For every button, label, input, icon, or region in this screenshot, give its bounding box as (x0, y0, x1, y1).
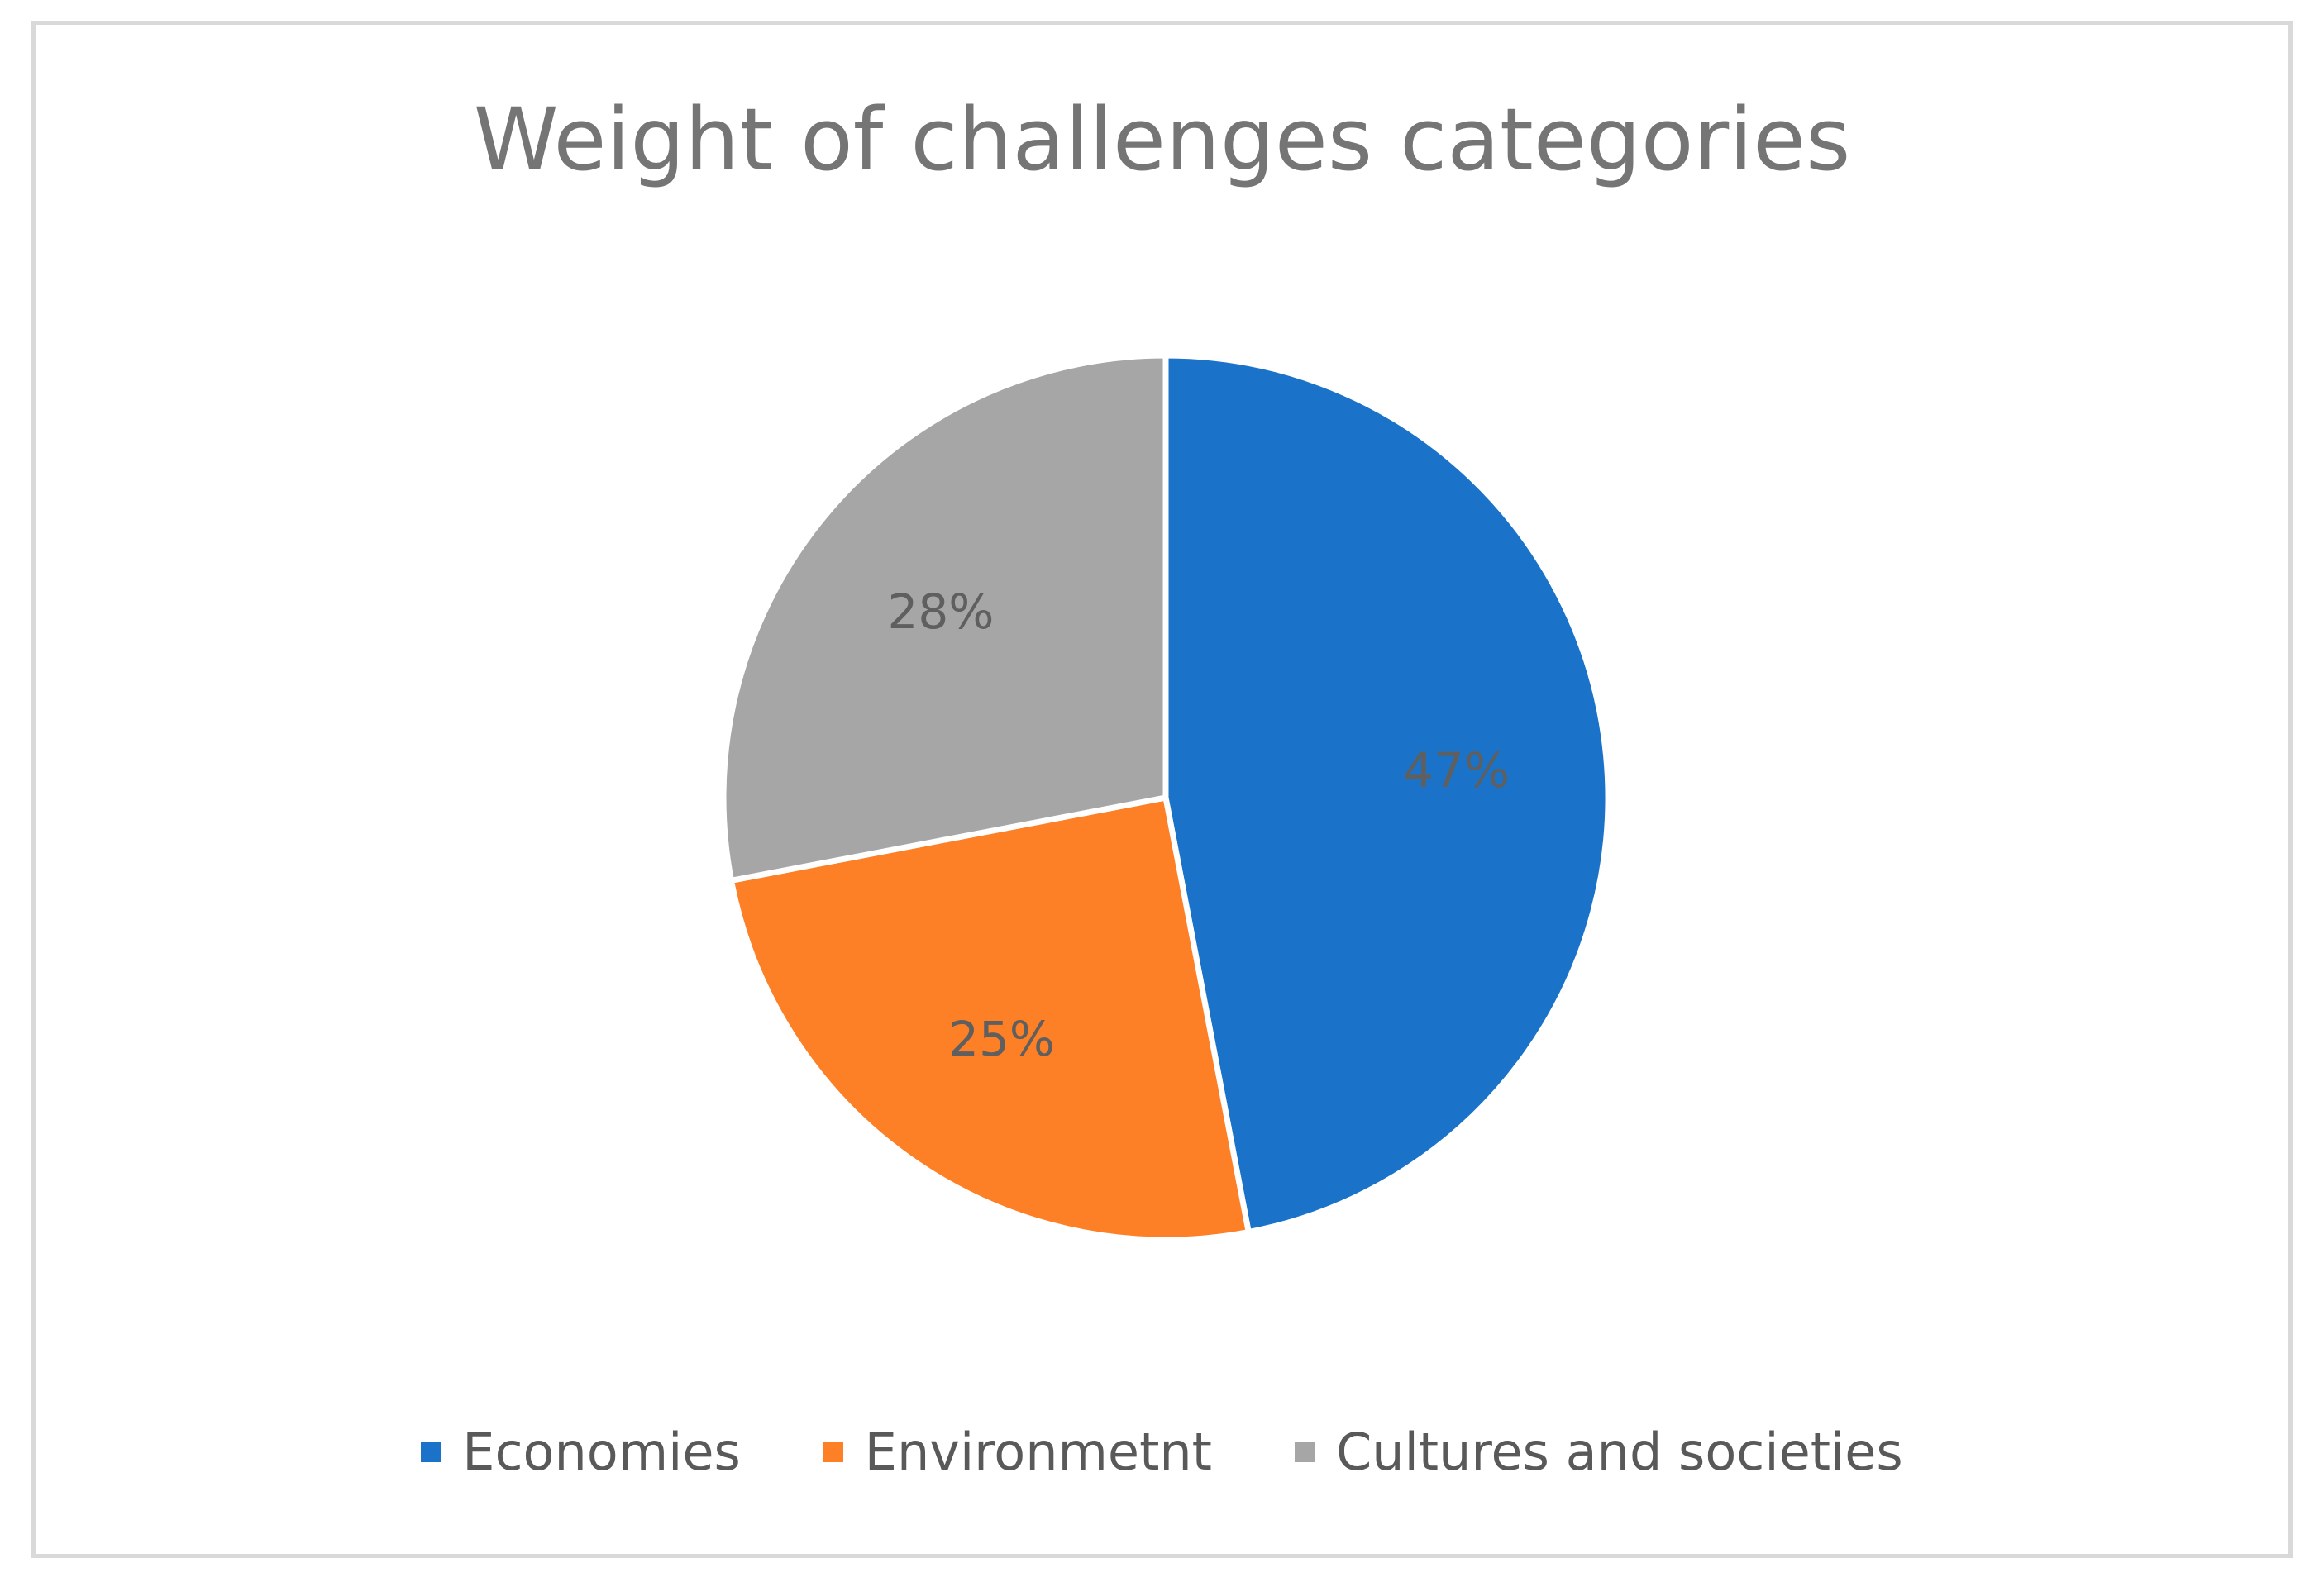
chart-title: Weight of challenges categories (473, 89, 1851, 190)
data-label-cultures-and-societies: 28% (887, 584, 994, 640)
legend-label: Environmetnt (864, 1422, 1212, 1482)
pie-slice-cultures-and-societies (720, 352, 1169, 884)
legend: Economies Environmetnt Cultures and societ… (36, 1422, 2288, 1482)
legend-item-cultures-and-societies: Cultures and societies (1294, 1422, 1903, 1482)
legend-swatch (1294, 1442, 1315, 1462)
legend-swatch (823, 1442, 843, 1462)
chart-area: Weight of challenges categories 47% 25% 28… (31, 21, 2293, 1558)
data-label-environmetnt: 25% (948, 1011, 1055, 1067)
pie-chart: 47% 25% 28% (720, 352, 1611, 1243)
legend-swatch (421, 1442, 441, 1462)
legend-label: Economies (462, 1422, 741, 1482)
legend-label: Cultures and societies (1335, 1422, 1903, 1482)
pie-slice-economies (1162, 352, 1611, 1236)
pie-slice-environmetnt (728, 794, 1252, 1243)
legend-item-environmetnt: Environmetnt (823, 1422, 1212, 1482)
legend-item-economies: Economies (421, 1422, 741, 1482)
data-label-economies: 47% (1403, 742, 1510, 798)
